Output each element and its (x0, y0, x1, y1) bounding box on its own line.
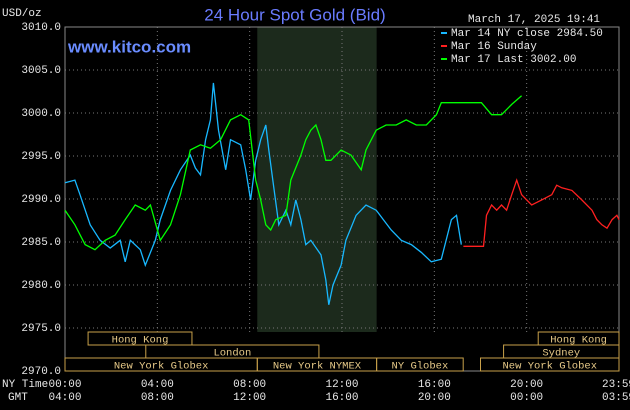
y-tick-label: 2990.0 (21, 194, 61, 206)
session-label: Hong Kong (112, 334, 169, 346)
site-url: www.kitco.com (67, 37, 191, 56)
gmt-tick-label: 04:00 (48, 392, 81, 404)
x-row-label: GMT (8, 392, 28, 404)
session-box (480, 357, 620, 372)
legend-label: Mar 14 NY close 2984.50 (451, 28, 603, 40)
gmt-tick-label: 08:00 (141, 392, 174, 404)
gmt-tick-label: 00:00 (510, 392, 543, 404)
y-tick-label: 2970.0 (21, 366, 61, 378)
x-tick-label: 00:00 (48, 379, 81, 391)
y-tick-label: 2975.0 (21, 323, 61, 335)
x-tick-label: 12:00 (325, 379, 358, 391)
session-box (376, 357, 464, 372)
gmt-tick-label: 12:00 (233, 392, 266, 404)
y-tick-label: 2980.0 (21, 280, 61, 292)
x-tick-label: 08:00 (233, 379, 266, 391)
session-label: London (213, 347, 251, 359)
y-tick-label: 2995.0 (21, 151, 61, 163)
x-tick-label: 20:00 (510, 379, 543, 391)
legend-label: Mar 17 Last 3002.00 (451, 54, 576, 66)
gmt-tick-label: 20:00 (418, 392, 451, 404)
series-line (64, 95, 523, 251)
x-tick-label: 16:00 (418, 379, 451, 391)
y-tick-label: 2985.0 (21, 237, 61, 249)
gmt-tick-label: 16:00 (325, 392, 358, 404)
session-label: New York Globex (114, 360, 209, 372)
y-axis-label: USD/oz (2, 8, 42, 20)
session-box (87, 331, 193, 346)
chart-title: 24 Hour Spot Gold (Bid) (204, 5, 385, 24)
session-label: NY Globex (392, 360, 449, 372)
y-tick-label: 3010.0 (21, 22, 61, 34)
x-tick-label: 04:00 (141, 379, 174, 391)
legend-label: Mar 16 Sunday (451, 41, 537, 53)
y-tick-label: 3005.0 (21, 65, 61, 77)
series-line (64, 82, 462, 305)
y-tick-label: 3000.0 (21, 108, 61, 120)
x-tick-label: 23:59 (602, 379, 630, 391)
session-shade (257, 27, 377, 332)
series-line (463, 178, 620, 247)
gmt-tick-label: 03:59 (602, 392, 630, 404)
session-label: New York NYMEX (273, 360, 362, 372)
x-row-label: NY Time (2, 379, 48, 391)
timestamp: March 17, 2025 19:41 (468, 14, 600, 26)
session-label: Sydney (542, 347, 580, 359)
session-label: Hong Kong (550, 334, 607, 346)
session-label: New York Globex (502, 360, 597, 372)
